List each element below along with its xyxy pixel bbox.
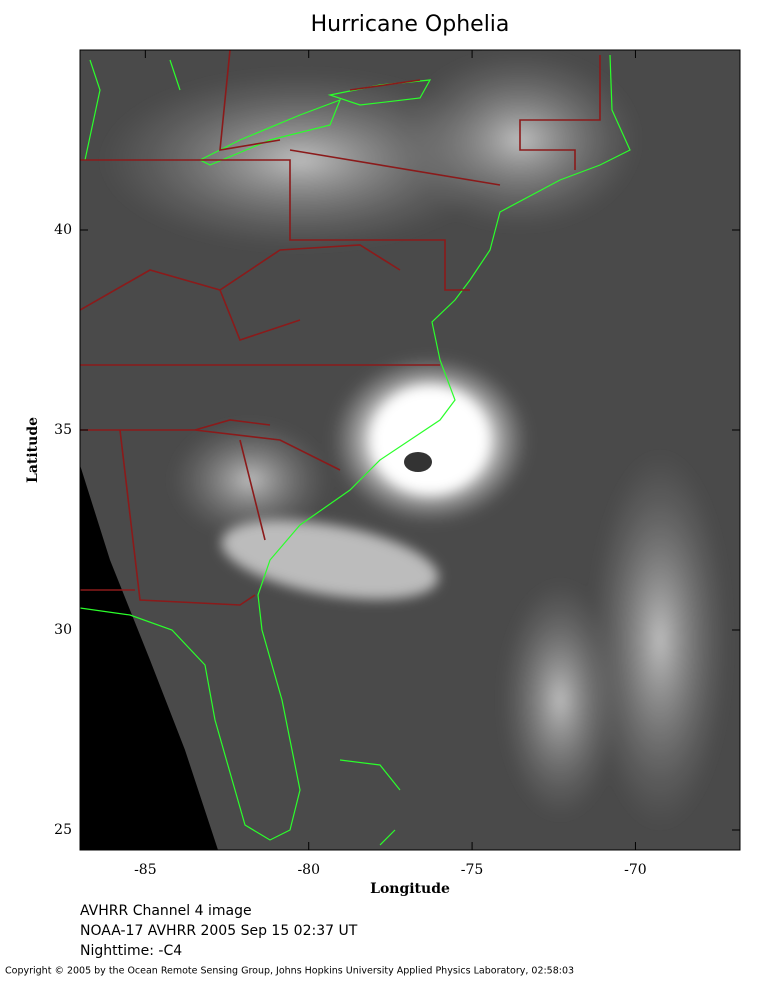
title: Hurricane Ophelia — [311, 12, 510, 37]
note: AVHRR Channel 4 image — [80, 903, 252, 919]
x-axis-label: Longitude — [370, 881, 450, 897]
note: Nighttime: -C4 — [80, 943, 182, 959]
x-tick-label: -80 — [297, 862, 320, 878]
y-tick-label: 30 — [54, 622, 72, 638]
copyright: Copyright © 2005 by the Ocean Remote Sen… — [5, 966, 574, 977]
y-axis-label: Latitude — [25, 417, 41, 483]
x-tick-label: -85 — [134, 862, 157, 878]
satellite-image — [80, 50, 740, 850]
map-frame — [79, 49, 741, 851]
y-tick-label: 35 — [54, 422, 72, 438]
x-tick-label: -70 — [624, 862, 647, 878]
note: NOAA-17 AVHRR 2005 Sep 15 02:37 UT — [80, 923, 358, 939]
y-tick-label: 25 — [54, 822, 72, 838]
y-tick-label: 40 — [54, 222, 72, 238]
x-tick-label: -75 — [461, 862, 484, 878]
